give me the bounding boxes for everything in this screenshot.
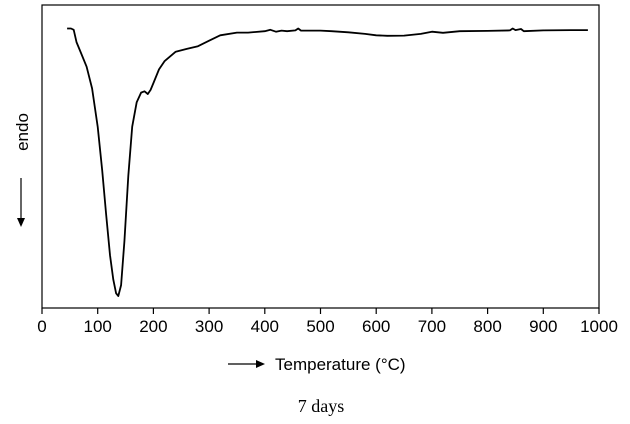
y-axis-label: endo <box>13 113 32 151</box>
y-axis-title-group: endo <box>13 113 32 227</box>
x-axis-arrow-head <box>256 360 265 368</box>
x-tick-label: 300 <box>195 317 223 336</box>
x-axis-label: Temperature (°C) <box>275 355 406 374</box>
x-tick-label: 200 <box>139 317 167 336</box>
y-axis-arrow-head <box>17 218 25 227</box>
x-tick-label: 500 <box>306 317 334 336</box>
x-tick-label: 1000 <box>580 317 618 336</box>
x-tick-label: 100 <box>84 317 112 336</box>
x-tick-label: 400 <box>251 317 279 336</box>
dta-curve <box>67 27 588 297</box>
x-tick-label: 600 <box>362 317 390 336</box>
chart-caption: 7 days <box>298 396 345 416</box>
x-tick-label: 800 <box>473 317 501 336</box>
x-axis-title-group: Temperature (°C) <box>228 355 406 374</box>
plot-frame <box>41 4 600 309</box>
x-tick-label: 0 <box>37 317 46 336</box>
x-tick-label: 900 <box>529 317 557 336</box>
x-axis-ticks: 0 100 200 300 400 500 600 700 800 900 1000 <box>37 308 618 336</box>
x-tick-label: 700 <box>418 317 446 336</box>
